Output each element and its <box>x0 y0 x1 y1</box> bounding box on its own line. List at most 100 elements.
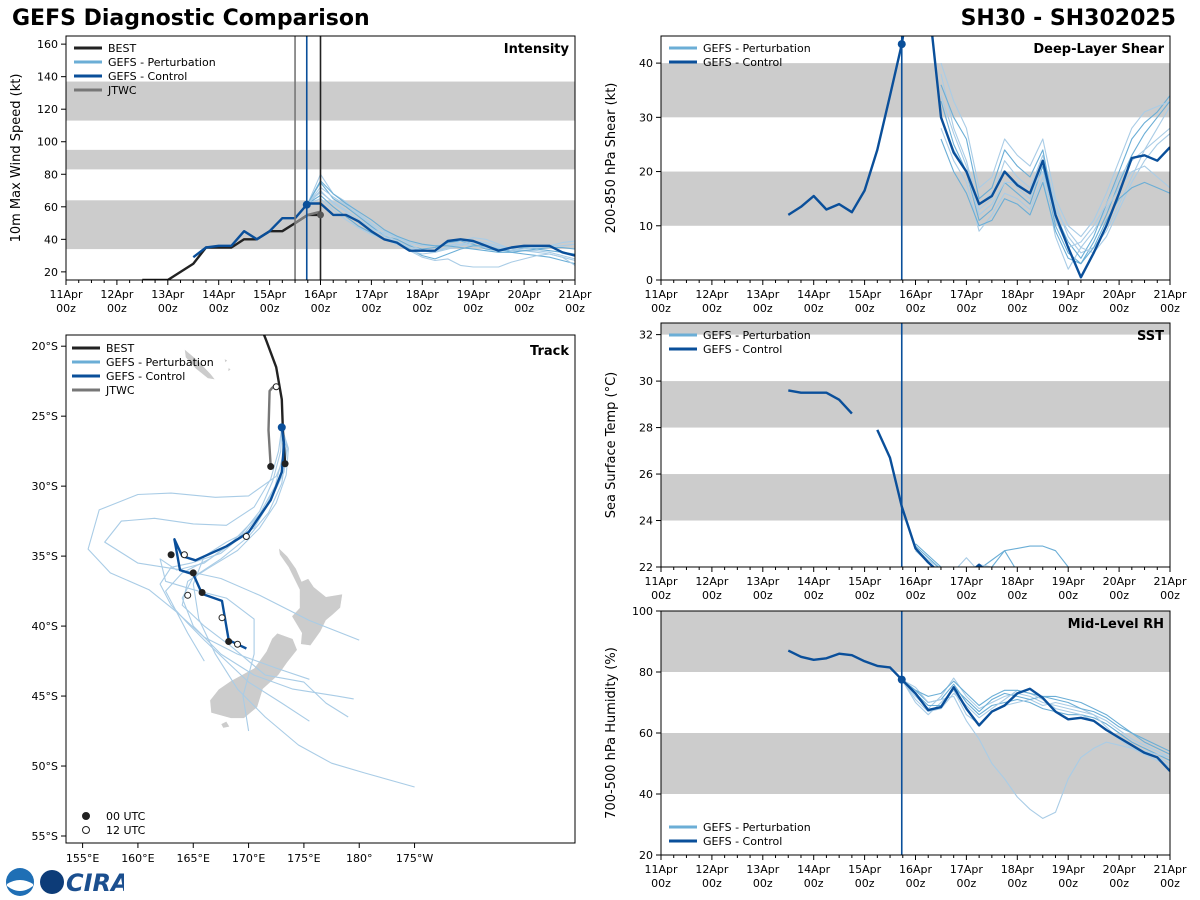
shear-xtick-label: 00z <box>1058 302 1078 315</box>
rh-xtick-label: 17Apr <box>950 863 984 876</box>
track-marker-12utc <box>180 551 188 559</box>
sst-xtick-label: 16Apr <box>899 575 933 588</box>
intensity-title: Intensity <box>504 42 570 57</box>
rh-ytick-label: 40 <box>639 788 653 801</box>
sst-frame <box>660 322 1171 568</box>
intensity-xtick-label: 21Apr <box>558 288 592 301</box>
intensity-xtick-label: 00z <box>56 302 76 315</box>
track-legend-label: JTWC <box>105 384 135 397</box>
shear-xtick-label: 21Apr <box>1153 288 1187 301</box>
intensity-perturbation-line <box>307 198 575 262</box>
rh-xtick-label: 19Apr <box>1052 863 1086 876</box>
rh-xtick-label: 00z <box>906 877 926 890</box>
intensity-best-marker <box>317 211 324 219</box>
shear-title: Deep-Layer Shear <box>1033 42 1164 57</box>
track-legend-label: GEFS - Control <box>106 370 185 383</box>
intensity-xtick-label: 11Apr <box>49 288 83 301</box>
rh-xtick-label: 20Apr <box>1103 863 1137 876</box>
shear-xtick-label: 20Apr <box>1103 288 1137 301</box>
shear-xtick-label: 12Apr <box>695 288 729 301</box>
sst-ytick-label: 22 <box>639 561 653 574</box>
shear-xtick-label: 00z <box>804 302 824 315</box>
shear-xtick-label: 11Apr <box>644 288 678 301</box>
track-plot-area <box>87 335 415 788</box>
intensity-ytick-label: 160 <box>37 38 58 51</box>
shear-xtick-label: 13Apr <box>746 288 780 301</box>
shear-plot-area <box>661 36 1170 280</box>
rh-xtick-label: 00z <box>753 877 773 890</box>
cira-logo-text: CIRA <box>66 869 124 897</box>
intensity-panel: 2040608010012014016011Apr00z12Apr00z13Ap… <box>9 35 592 315</box>
intensity-perturbation-line <box>307 191 575 268</box>
rh-xtick-label: 18Apr <box>1001 863 1035 876</box>
shear-xtick-label: 00z <box>753 302 773 315</box>
track-marker-12utc <box>242 533 250 541</box>
intensity-legend-label: GEFS - Perturbation <box>108 56 216 69</box>
land-mass <box>278 546 343 647</box>
rh-xtick-label: 14Apr <box>797 863 831 876</box>
sst-xtick-label: 00z <box>855 589 875 602</box>
sst-xtick-label: 00z <box>1160 589 1180 602</box>
track-legend-label: GEFS - Perturbation <box>106 356 214 369</box>
shear-ytick-label: 40 <box>639 57 653 70</box>
sst-xtick-label: 14Apr <box>797 575 831 588</box>
rh-ytick-label: 80 <box>639 666 653 679</box>
rh-xtick-label: 00z <box>1160 877 1180 890</box>
land-mass <box>209 632 298 719</box>
shear-xtick-label: 15Apr <box>848 288 882 301</box>
sst-xtick-label: 18Apr <box>1001 575 1035 588</box>
rh-legend-label: GEFS - Control <box>703 835 782 848</box>
shear-perturbation-line <box>940 100 1170 265</box>
track-ytick-label: 30°S <box>32 480 58 493</box>
track-title: Track <box>530 344 569 359</box>
intensity-xtick-label: 18Apr <box>406 288 440 301</box>
shear-xtick-label: 00z <box>1007 302 1027 315</box>
intensity-perturbation-line <box>307 186 575 252</box>
intensity-xtick-label: 00z <box>463 302 483 315</box>
sst-xtick-label: 00z <box>1109 589 1129 602</box>
shear-legend-label: GEFS - Perturbation <box>703 42 811 55</box>
intensity-ytick-label: 60 <box>44 201 58 214</box>
intensity-xtick-label: 00z <box>311 302 331 315</box>
track-xtick-label: 165°E <box>177 852 210 865</box>
sst-xtick-label: 21Apr <box>1153 575 1187 588</box>
rh-xtick-label: 15Apr <box>848 863 882 876</box>
shear-ylabel: 200-850 hPa Shear (kt) <box>604 83 619 234</box>
track-ytick-label: 40°S <box>32 620 58 633</box>
track-marker-12utc <box>272 383 280 391</box>
land-mass <box>227 366 232 372</box>
shear-perturbation-line <box>940 73 1170 254</box>
intensity-legend-label: GEFS - Control <box>108 70 187 83</box>
sst-ytick-label: 30 <box>639 375 653 388</box>
rh-xtick-label: 21Apr <box>1153 863 1187 876</box>
intensity-ytick-label: 140 <box>37 71 58 84</box>
page-title: GEFS Diagnostic Comparison <box>12 6 370 31</box>
shear-xtick-label: 00z <box>1109 302 1129 315</box>
shear-ytick-label: 30 <box>639 111 653 124</box>
shear-xtick-label: 18Apr <box>1001 288 1035 301</box>
intensity-xtick-label: 13Apr <box>151 288 185 301</box>
shear-ytick-label: 20 <box>639 166 653 179</box>
sst-xtick-label: 19Apr <box>1052 575 1086 588</box>
sst-ytick-label: 24 <box>639 515 653 528</box>
intensity-xtick-label: 12Apr <box>100 288 134 301</box>
sst-xtick-label: 00z <box>702 589 722 602</box>
intensity-xtick-label: 20Apr <box>508 288 542 301</box>
intensity-ytick-label: 80 <box>44 168 58 181</box>
rh-plot-area <box>661 611 1170 855</box>
track-best-line <box>262 335 287 464</box>
shear-xtick-label: 00z <box>702 302 722 315</box>
intensity-xtick-label: 00z <box>362 302 382 315</box>
sst-band <box>661 474 1170 521</box>
track-ytick-label: 20°S <box>32 340 58 353</box>
sst-xtick-label: 20Apr <box>1103 575 1137 588</box>
land-mass <box>223 358 229 364</box>
shear-xtick-label: 19Apr <box>1052 288 1086 301</box>
shear-band <box>661 63 1170 118</box>
shear-legend-label: GEFS - Control <box>703 56 782 69</box>
sst-band <box>661 323 1170 335</box>
sst-band <box>661 381 1170 428</box>
sst-xtick-label: 15Apr <box>848 575 882 588</box>
rh-ylabel: 700-500 hPa Humidity (%) <box>604 647 619 819</box>
rh-xtick-label: 11Apr <box>644 863 678 876</box>
